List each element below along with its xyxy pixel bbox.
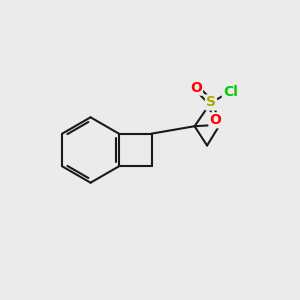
Text: O: O	[209, 113, 221, 127]
Text: O: O	[190, 81, 202, 94]
Text: S: S	[206, 95, 216, 110]
Text: Cl: Cl	[223, 85, 238, 99]
